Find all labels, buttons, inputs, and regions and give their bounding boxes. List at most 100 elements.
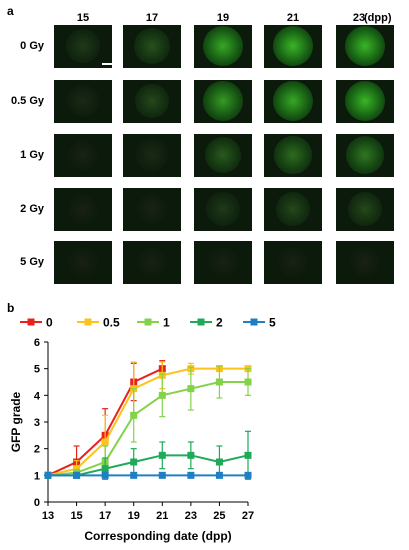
row-header-1-gy: 1 Gy [20, 149, 44, 161]
gfp-signal [67, 85, 99, 117]
micrograph-0.5-gy-23 [336, 80, 394, 123]
data-point-2 [158, 451, 166, 459]
panel-a-label: a [7, 4, 14, 18]
micrograph-0.5-gy-19 [194, 80, 252, 123]
unit-label: (dpp) [364, 12, 392, 24]
series-5 [44, 471, 252, 479]
x-tick-label: 23 [185, 510, 197, 522]
gfp-signal [202, 25, 244, 67]
data-point-5 [44, 471, 52, 479]
micrograph-1-gy-17 [123, 134, 181, 177]
gfp-signal [274, 136, 312, 174]
micrograph-0-gy-23 [336, 25, 394, 68]
micrograph-5-gy-17 [123, 241, 181, 284]
micrograph-2-gy-15 [54, 188, 112, 231]
x-tick-label: 25 [213, 510, 225, 522]
gfp-signal [347, 191, 383, 227]
legend-label-0: 0 [46, 316, 53, 330]
panel-b-label: b [7, 301, 14, 315]
x-tick-label: 13 [42, 510, 54, 522]
micrograph-5-gy-15 [54, 241, 112, 284]
micrograph-2-gy-23 [336, 188, 394, 231]
gfp-signal [67, 246, 99, 278]
data-point-2 [101, 465, 109, 473]
gfp-signal [66, 29, 100, 63]
micrograph-0.5-gy-17 [123, 80, 181, 123]
gfp-signal [206, 192, 240, 226]
micrograph-0-gy-19 [194, 25, 252, 68]
data-point-1 [215, 378, 223, 386]
gfp-signal [134, 28, 170, 64]
micrograph-5-gy-19 [194, 241, 252, 284]
micrograph-2-gy-19 [194, 188, 252, 231]
chart-series [44, 360, 252, 480]
x-tick-label: 19 [128, 510, 140, 522]
legend-marker-5 [250, 318, 258, 326]
gfp-signal [205, 137, 241, 173]
scale-bar [102, 63, 112, 65]
gfp-signal [207, 246, 239, 278]
y-tick-label: 1 [34, 470, 40, 482]
data-point-5 [215, 471, 223, 479]
data-point-5 [244, 471, 252, 479]
series-line-0.5 [47, 367, 248, 477]
y-tick-label: 5 [34, 364, 40, 376]
micrograph-0-gy-15 [54, 25, 112, 68]
data-point-5 [130, 471, 138, 479]
legend-label-2: 2 [216, 316, 223, 330]
x-tick-label: 21 [156, 510, 168, 522]
micrograph-0.5-gy-21 [264, 80, 322, 123]
micrograph-0-gy-17 [123, 25, 181, 68]
y-tick-label: 2 [34, 444, 40, 456]
micrograph-1-gy-15 [54, 134, 112, 177]
x-axis-title: Corresponding date (dpp) [84, 529, 231, 543]
row-header-5-gy: 5 Gy [20, 256, 44, 268]
data-point-2 [187, 451, 195, 459]
micrograph-1-gy-19 [194, 134, 252, 177]
y-axis-title: GFP grade [9, 391, 23, 452]
gfp-signal [349, 246, 381, 278]
column-header-21: 21 [286, 12, 300, 24]
micrograph-2-gy-17 [123, 188, 181, 231]
gfp-signal [277, 246, 309, 278]
column-header-23: 23 [352, 12, 366, 24]
micrograph-1-gy-23 [336, 134, 394, 177]
row-header-0-gy: 0 Gy [20, 40, 44, 52]
gfp-signal [275, 191, 311, 227]
gfp-signal [134, 83, 170, 119]
series-line-2 [48, 454, 249, 477]
y-tick-label: 3 [34, 417, 40, 429]
gfp-signal [203, 81, 243, 121]
gfp-signal [136, 139, 168, 171]
data-point-5 [73, 471, 81, 479]
column-header-17: 17 [145, 12, 159, 24]
micrograph-1-gy-21 [264, 134, 322, 177]
micrograph-5-gy-23 [336, 241, 394, 284]
x-tick-label: 27 [242, 510, 254, 522]
data-point-5 [101, 471, 109, 479]
micrograph-0.5-gy-15 [54, 80, 112, 123]
data-point-2 [130, 458, 138, 466]
row-header-2-gy: 2 Gy [20, 203, 44, 215]
data-point-1 [244, 378, 252, 386]
chart-legend: 0 0.5 1 2 5 [20, 316, 276, 330]
x-tick-label: 15 [70, 510, 82, 522]
gfp-signal [67, 139, 99, 171]
data-point-0.5 [73, 465, 81, 473]
gfp-signal [272, 80, 314, 122]
y-tick-label: 4 [34, 390, 41, 402]
column-header-15: 15 [76, 12, 90, 24]
legend-marker-1 [144, 318, 152, 326]
gfp-signal [136, 246, 168, 278]
legend-label-1: 1 [163, 316, 170, 330]
data-point-5 [158, 471, 166, 479]
data-point-1 [158, 391, 166, 399]
gfp-signal [344, 25, 386, 67]
micrograph-2-gy-21 [264, 188, 322, 231]
micrograph-5-gy-21 [264, 241, 322, 284]
legend-label-0.5: 0.5 [103, 316, 120, 330]
gfp-signal [272, 25, 314, 67]
y-tick-label: 0 [34, 497, 40, 509]
legend-label-5: 5 [269, 316, 276, 330]
